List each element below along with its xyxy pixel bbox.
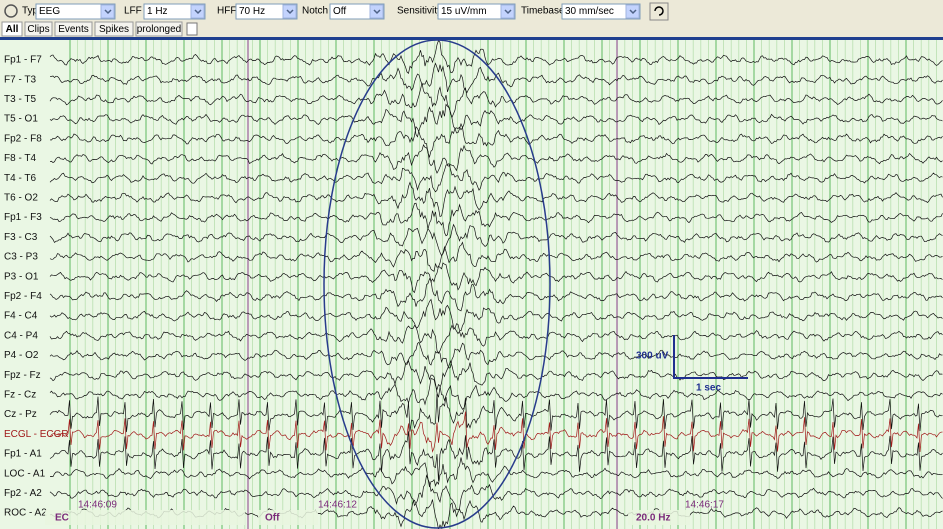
event-box [45, 510, 245, 525]
tab-label: Events [58, 24, 89, 35]
time-label: 14:46:17 [685, 500, 724, 511]
dropdown-value: EEG [39, 6, 60, 17]
time-label: 14:46:09 [78, 500, 117, 511]
channel-label: Cz - Pz [4, 409, 37, 420]
channel-label: P3 - O1 [4, 271, 39, 282]
channel-label: Fp1 - A1 [4, 449, 42, 460]
tab-label: prolonged [137, 24, 181, 35]
new-tab-icon[interactable] [187, 23, 197, 35]
channel-label: T4 - T6 [4, 173, 36, 184]
scale-amplitude: 300 uV [636, 351, 669, 362]
event-label: EC [55, 513, 69, 524]
channel-label: T6 - O2 [4, 193, 38, 204]
channel-label: T5 - O1 [4, 114, 38, 125]
dropdown-value: 70 Hz [239, 6, 265, 17]
tab-label: Clips [27, 24, 49, 35]
channel-label: F3 - C3 [4, 232, 38, 243]
channel-label: C3 - P3 [4, 252, 38, 263]
channel-label: ECGL - ECGR [4, 429, 69, 440]
channel-label: Fp1 - F7 [4, 55, 42, 66]
channel-label: Fp1 - F3 [4, 212, 42, 223]
dropdown-value: Off [333, 6, 346, 17]
channel-label: F7 - T3 [4, 74, 36, 85]
refresh-button[interactable] [650, 3, 668, 20]
channel-label: P4 - O2 [4, 350, 39, 361]
dropdown-value: 30 mm/sec [565, 6, 614, 17]
control-label: Sensitivity [397, 6, 442, 17]
tab-label: Spikes [99, 24, 129, 35]
channel-label: C4 - P4 [4, 330, 38, 341]
control-label: Timebase [521, 6, 565, 17]
tab-label: All [6, 24, 19, 35]
event-label: 20.0 Hz [636, 513, 670, 524]
channel-label: Fp2 - F4 [4, 291, 42, 302]
dropdown-value: 15 uV/mm [441, 6, 487, 17]
scale-time: 1 sec [696, 383, 721, 394]
time-label: 14:46:12 [318, 500, 357, 511]
eeg-viewer: TypeEEGLFF1 HzHFF70 HzNotchOffSensitivit… [0, 0, 943, 529]
channel-label: Fp2 - F8 [4, 133, 42, 144]
channel-label: Fp2 - A2 [4, 488, 42, 499]
channel-label: ROC - A2 [4, 508, 47, 519]
channel-label: F8 - T4 [4, 153, 36, 164]
dropdown-value: 1 Hz [147, 6, 168, 17]
divider [0, 37, 943, 40]
channel-label: LOC - A1 [4, 468, 46, 479]
channel-label: Fz - Cz [4, 390, 36, 401]
channel-label: F4 - C4 [4, 311, 38, 322]
channel-label: T3 - T5 [4, 94, 36, 105]
channel-label: Fpz - Fz [4, 370, 41, 381]
control-label: HFF [217, 6, 236, 17]
event-label: Off [265, 513, 280, 524]
control-label: Notch [302, 6, 328, 17]
control-label: LFF [124, 6, 142, 17]
